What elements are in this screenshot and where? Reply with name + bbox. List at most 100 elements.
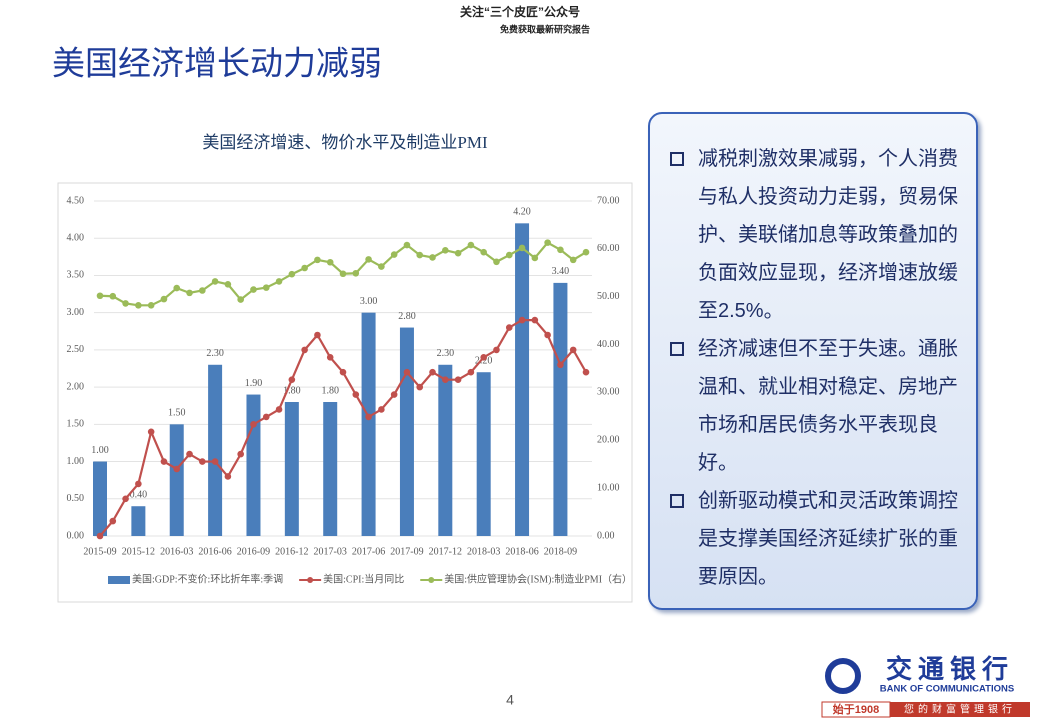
legend-label: 美国:GDP:不变价:环比折年率:季调 [132,572,283,585]
x-tick-label: 2016-09 [237,546,270,557]
y2-tick-label: 60.00 [597,243,620,254]
marker [109,292,117,300]
marker [186,450,193,458]
marker [429,254,436,261]
marker [390,251,398,258]
marker [505,324,513,331]
bar [476,372,491,536]
marker [378,406,385,413]
marker [147,302,155,309]
marker [211,458,219,465]
marker [326,258,334,266]
marker [224,280,232,288]
y-tick-label: 3.00 [67,307,85,318]
marker [569,346,577,354]
data-label: 3.40 [552,266,570,277]
marker [250,286,257,293]
data-label: 1.50 [168,408,186,419]
y-tick-label: 3.50 [67,270,85,281]
bar [208,364,223,536]
bullet-text: 减税刺激效果减弱，个人消费与私人投资动力走弱，贸易保护、美联储加息等政策叠加的负… [698,148,958,322]
marker [557,361,564,369]
marker [173,465,181,473]
bullet: 经济减速但不至于失速。通胀温和、就业相对稳定、房地产市场和居民债务水平表现良好。 [664,330,966,482]
marker [147,428,155,436]
data-label: 1.80 [321,385,339,396]
marker [288,376,296,383]
marker [301,264,308,272]
data-label: 0.40 [130,490,148,501]
y2-tick-label: 0.00 [597,530,615,541]
bullet-icon [670,152,684,166]
marker [365,256,372,263]
y-tick-label: 2.50 [67,344,85,355]
bar [169,424,184,536]
x-tick-label: 2016-06 [198,546,231,557]
marker [352,269,360,277]
marker [288,270,296,278]
x-tick-label: 2018-03 [467,546,500,557]
logo-name: 交通银行 [886,654,1014,684]
data-label: 1.90 [245,378,263,389]
y2-tick-label: 50.00 [597,291,620,302]
x-tick-label: 2017-12 [429,546,462,557]
x-tick-label: 2018-06 [505,546,538,557]
marker [416,251,424,259]
marker [480,354,487,361]
x-tick-label: 2018-09 [544,546,577,557]
chart-frame [57,182,633,603]
legend-label: 美国:供应管理协会(ISM):制造业PMI（右） [444,572,632,585]
data-label: 4.20 [513,207,531,218]
marker [505,251,513,259]
y2-tick-label: 20.00 [597,435,620,446]
logo: 交通银行 BANK OF COMMUNICATIONS 始于1908 您的财富管… [821,654,1030,718]
header-line2: 免费获取最新研究报告 [500,23,590,34]
marker [199,287,206,294]
marker [109,517,117,525]
marker [122,495,129,503]
bullet-text: 经济减速但不至于失速。通胀温和、就业相对稳定、房地产市场和居民债务水平表现良好。 [698,338,958,474]
marker [314,256,321,264]
marker [365,413,372,421]
legend-swatch [428,577,435,583]
marker [314,331,321,339]
data-label: 2.20 [475,356,493,367]
bar [246,394,261,536]
bar [553,282,568,536]
x-tick-label: 2015-12 [122,546,155,557]
marker [480,248,487,256]
marker [135,480,142,488]
text-box: 减税刺激效果减弱，个人消费与私人投资动力走弱，贸易保护、美联储加息等政策叠加的负… [648,112,978,610]
data-label: 2.30 [206,348,224,359]
marker [416,383,424,391]
marker [544,331,551,339]
data-label: 2.30 [437,348,455,359]
marker [493,346,500,354]
x-tick-label: 2015-09 [83,546,116,557]
logo-slogan: 您的财富管理银行 [904,703,1016,716]
y-tick-label: 1.50 [67,419,85,430]
marker [224,473,232,480]
y-tick-label: 4.50 [67,195,85,206]
marker [96,292,104,300]
marker [582,368,590,376]
y-tick-label: 2.00 [67,381,85,392]
bar [399,327,414,536]
y-tick-label: 4.00 [67,233,85,244]
bar [438,364,453,536]
y2-tick-label: 30.00 [597,387,620,398]
marker [403,368,411,376]
marker [518,244,526,252]
marker [339,368,347,376]
legend-label: 美国:CPI:当月同比 [323,572,404,585]
bullet: 创新驱动模式和灵活政策调控是支撑美国经济延续扩张的重要原因。 [664,482,966,596]
marker [454,376,462,383]
marker [326,354,334,361]
marker [442,376,449,383]
legend-swatch [108,576,130,584]
logo-slogan-box [890,702,1030,717]
bullet-text: 创新驱动模式和灵活政策调控是支撑美国经济延续扩张的重要原因。 [698,490,958,588]
x-tick-label: 2017-06 [352,546,385,557]
marker [237,296,244,303]
header-line1: 关注“三个皮匠”公众号 [460,4,580,19]
